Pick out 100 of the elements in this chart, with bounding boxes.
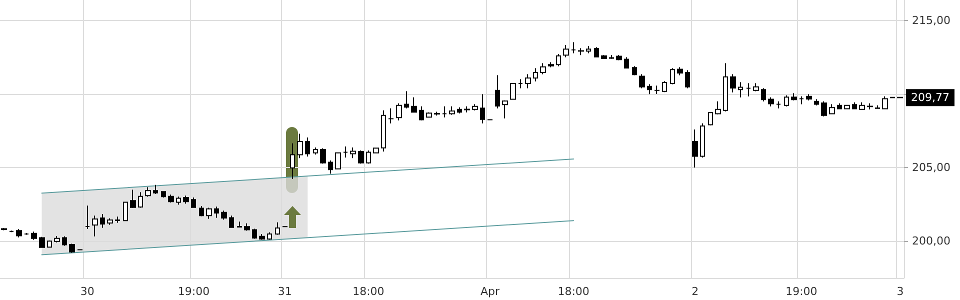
candlestick (502, 100, 508, 119)
x-tick-label: 30 (80, 285, 94, 298)
candlestick (388, 108, 394, 124)
candlestick (434, 111, 440, 116)
x-tick-label: 31 (278, 285, 292, 298)
candlestick (738, 82, 743, 98)
candlestick (168, 194, 174, 204)
candlestick (844, 104, 850, 110)
candlestick (677, 66, 683, 76)
candlestick (540, 62, 546, 75)
candlestick (784, 94, 789, 107)
candlestick (442, 106, 447, 118)
candlestick (9, 230, 14, 233)
candlestick (138, 192, 143, 208)
candlestick (601, 54, 607, 60)
x-tick-label: 2 (692, 285, 699, 298)
candlestick (381, 110, 386, 152)
candlestick (495, 74, 500, 109)
candlestick (191, 197, 196, 208)
candlestick (647, 84, 652, 95)
candlestick (472, 104, 478, 111)
candlestick (54, 236, 60, 243)
candlestick (237, 221, 242, 228)
candlestick (867, 102, 873, 110)
candlestick (305, 137, 310, 158)
candlestick (206, 207, 212, 220)
candlestick (799, 96, 804, 105)
candlestick (525, 74, 531, 89)
candlestick (130, 189, 136, 208)
candlestick (586, 46, 591, 54)
candlestick (267, 232, 272, 240)
candlestick (464, 106, 470, 113)
candlestick (518, 78, 523, 89)
x-tick-label: 18:00 (558, 285, 590, 298)
candlestick (685, 70, 690, 89)
candlestick (639, 74, 645, 89)
candlestick (556, 54, 561, 67)
text: 209,77 (911, 91, 950, 104)
candlestick (350, 147, 356, 159)
candlestick (62, 236, 67, 246)
candlestick (31, 231, 37, 240)
candlestick (761, 88, 766, 102)
candlestick (715, 100, 721, 115)
candlestick (624, 56, 629, 69)
x-tick-label: 19:00 (786, 285, 818, 298)
candlestick (616, 54, 622, 61)
candlestick (39, 236, 45, 248)
candlestick (708, 112, 713, 126)
candlestick (480, 94, 485, 124)
candlestick (700, 122, 705, 158)
candlestick (571, 42, 576, 54)
candlestick (396, 102, 402, 121)
candlestick (145, 186, 151, 198)
candlestick (123, 202, 128, 222)
y-tick-label: 205,00 (912, 161, 950, 174)
candlestick (594, 46, 599, 58)
candlestick (411, 96, 417, 113)
candlestick (290, 142, 295, 180)
candlestick (449, 106, 455, 116)
candlestick (115, 216, 120, 224)
x-tick-label: 19:00 (178, 285, 210, 298)
candlestick (654, 85, 660, 94)
candlestick (692, 128, 698, 168)
candlestick (366, 150, 371, 164)
candlestick (176, 196, 181, 206)
candlestick (221, 210, 227, 220)
candlestick (373, 148, 379, 154)
candlestick (609, 54, 614, 60)
candlestick (730, 74, 736, 93)
candlestick (457, 106, 462, 114)
candlestick (297, 133, 303, 159)
candlestick (183, 195, 189, 204)
candlestick (229, 215, 234, 228)
candlestick (358, 150, 364, 164)
candlestick (275, 222, 280, 236)
candlestick (510, 83, 516, 100)
candlestick (662, 80, 667, 93)
candlestick (313, 147, 318, 155)
candlestick (24, 232, 29, 236)
candlestick (85, 205, 90, 230)
candlestick (419, 106, 424, 121)
candlestick (776, 100, 781, 109)
candlestick (47, 240, 52, 248)
candlestick (852, 102, 857, 110)
candlestick (859, 102, 865, 110)
candlestick (1, 227, 7, 231)
candlestick (563, 44, 569, 58)
candlestick (69, 243, 75, 254)
candlestick (829, 104, 835, 114)
candlestick (753, 82, 759, 92)
candlestick (199, 206, 204, 217)
candlestick (837, 102, 842, 110)
y-tick-label: 215,00 (912, 14, 950, 28)
x-tick-label: 3 (896, 285, 904, 298)
candlestick (16, 228, 22, 238)
candlestick (426, 112, 432, 118)
candlestick (404, 90, 409, 109)
candlestick (244, 222, 250, 232)
candlestick (548, 62, 554, 68)
candlestick (814, 98, 819, 106)
